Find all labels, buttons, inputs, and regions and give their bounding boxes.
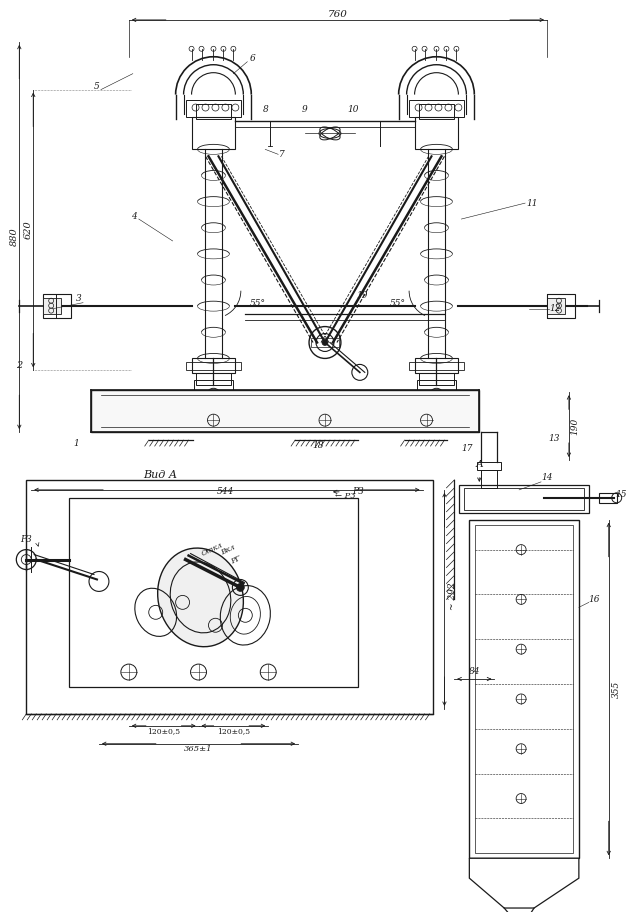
Text: РГ: РГ: [229, 554, 242, 566]
Circle shape: [236, 583, 244, 591]
Bar: [311, 337, 339, 347]
Circle shape: [322, 339, 328, 345]
Text: 8: 8: [263, 105, 269, 114]
Bar: [43, 293, 71, 317]
Text: 5: 5: [94, 82, 100, 91]
Text: 2: 2: [16, 361, 22, 370]
Bar: [599, 493, 617, 503]
Text: Вкл: Вкл: [220, 543, 237, 557]
Bar: [186, 100, 241, 118]
Bar: [481, 470, 497, 488]
Bar: [415, 358, 458, 373]
Bar: [408, 363, 464, 370]
Text: 365±1: 365±1: [184, 745, 213, 753]
Bar: [417, 380, 456, 399]
Bar: [43, 298, 61, 314]
Text: 6: 6: [249, 54, 255, 63]
Text: 14: 14: [541, 473, 553, 483]
Text: РЗ: РЗ: [20, 535, 32, 544]
Text: 120±0,5: 120±0,5: [217, 727, 250, 735]
Bar: [547, 298, 565, 314]
Bar: [470, 520, 579, 858]
Text: 11: 11: [526, 198, 538, 207]
Text: 544: 544: [217, 487, 234, 496]
Bar: [69, 498, 358, 687]
Text: ← РЗ: ← РЗ: [335, 492, 355, 500]
Text: 18: 18: [312, 441, 323, 450]
Text: 620: 620: [24, 220, 33, 239]
Text: РЗ: РЗ: [352, 487, 364, 496]
Bar: [419, 373, 454, 386]
Text: 760: 760: [328, 10, 348, 19]
Text: А: А: [475, 461, 483, 470]
Bar: [464, 488, 584, 510]
Ellipse shape: [158, 548, 243, 647]
Text: 13: 13: [548, 433, 560, 442]
Text: 55°: 55°: [250, 299, 266, 308]
Bar: [459, 485, 589, 513]
Text: 120±0,5: 120±0,5: [147, 727, 181, 735]
Bar: [547, 293, 575, 317]
Bar: [26, 480, 433, 714]
Text: Вид А: Вид А: [144, 470, 178, 480]
Text: 12: 12: [549, 304, 561, 314]
Text: 55°: 55°: [390, 299, 406, 308]
Text: 4: 4: [131, 211, 137, 220]
Bar: [419, 103, 454, 120]
Text: 84: 84: [468, 666, 480, 675]
Polygon shape: [470, 858, 579, 908]
Text: ~ 292: ~ 292: [448, 582, 457, 611]
Text: 7: 7: [279, 150, 285, 159]
Text: 3: 3: [76, 294, 82, 303]
Text: 15: 15: [615, 490, 627, 499]
Bar: [193, 380, 234, 399]
Text: 16: 16: [588, 595, 600, 604]
Bar: [195, 373, 232, 386]
Text: 19: 19: [356, 292, 367, 300]
Bar: [408, 100, 464, 118]
Text: 9: 9: [302, 105, 308, 114]
Bar: [195, 103, 232, 120]
Bar: [191, 358, 235, 373]
Bar: [477, 462, 501, 470]
Text: 1: 1: [73, 439, 79, 448]
Bar: [415, 118, 458, 149]
Text: 880: 880: [10, 228, 19, 247]
Bar: [475, 525, 573, 854]
Text: 17: 17: [462, 443, 473, 452]
Text: 10: 10: [347, 105, 359, 114]
Bar: [186, 363, 241, 370]
Text: 355: 355: [612, 680, 621, 697]
Text: 190: 190: [570, 418, 579, 435]
Text: Откл: Откл: [200, 541, 225, 558]
Bar: [191, 118, 235, 149]
Bar: [91, 390, 479, 432]
